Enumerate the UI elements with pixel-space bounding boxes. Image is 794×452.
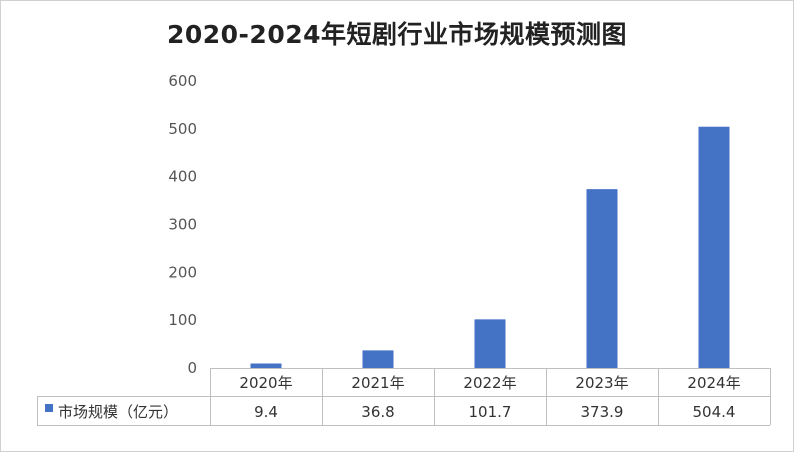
y-tick-label-5: 500 bbox=[168, 120, 197, 138]
chart-title: 2020-2024年短剧行业市场规模预测图 bbox=[166, 20, 628, 49]
y-tick-label-6: 600 bbox=[168, 72, 197, 90]
x-category-label-4: 2024年 bbox=[687, 374, 740, 392]
legend-swatch bbox=[45, 404, 53, 412]
bar-4 bbox=[698, 126, 730, 368]
bar-3 bbox=[586, 189, 618, 368]
data-label-0: 9.4 bbox=[254, 403, 278, 421]
bar-2 bbox=[474, 319, 506, 368]
bar-1 bbox=[362, 350, 394, 368]
data-label-2: 101.7 bbox=[469, 403, 512, 421]
x-category-label-3: 2023年 bbox=[575, 374, 628, 392]
y-tick-label-4: 400 bbox=[168, 168, 197, 186]
data-label-1: 36.8 bbox=[361, 403, 394, 421]
y-tick-label-3: 300 bbox=[168, 216, 197, 234]
x-category-label-1: 2021年 bbox=[351, 374, 404, 392]
x-category-label-2: 2022年 bbox=[463, 374, 516, 392]
y-tick-label-1: 100 bbox=[168, 311, 197, 329]
data-label-4: 504.4 bbox=[693, 403, 736, 421]
bar-0 bbox=[250, 363, 282, 368]
data-label-3: 373.9 bbox=[581, 403, 624, 421]
x-category-label-0: 2020年 bbox=[239, 374, 292, 392]
legend-series-name: 市场规模（亿元） bbox=[58, 403, 178, 421]
y-tick-label-2: 200 bbox=[168, 263, 197, 281]
y-tick-label-0: 0 bbox=[187, 359, 197, 377]
